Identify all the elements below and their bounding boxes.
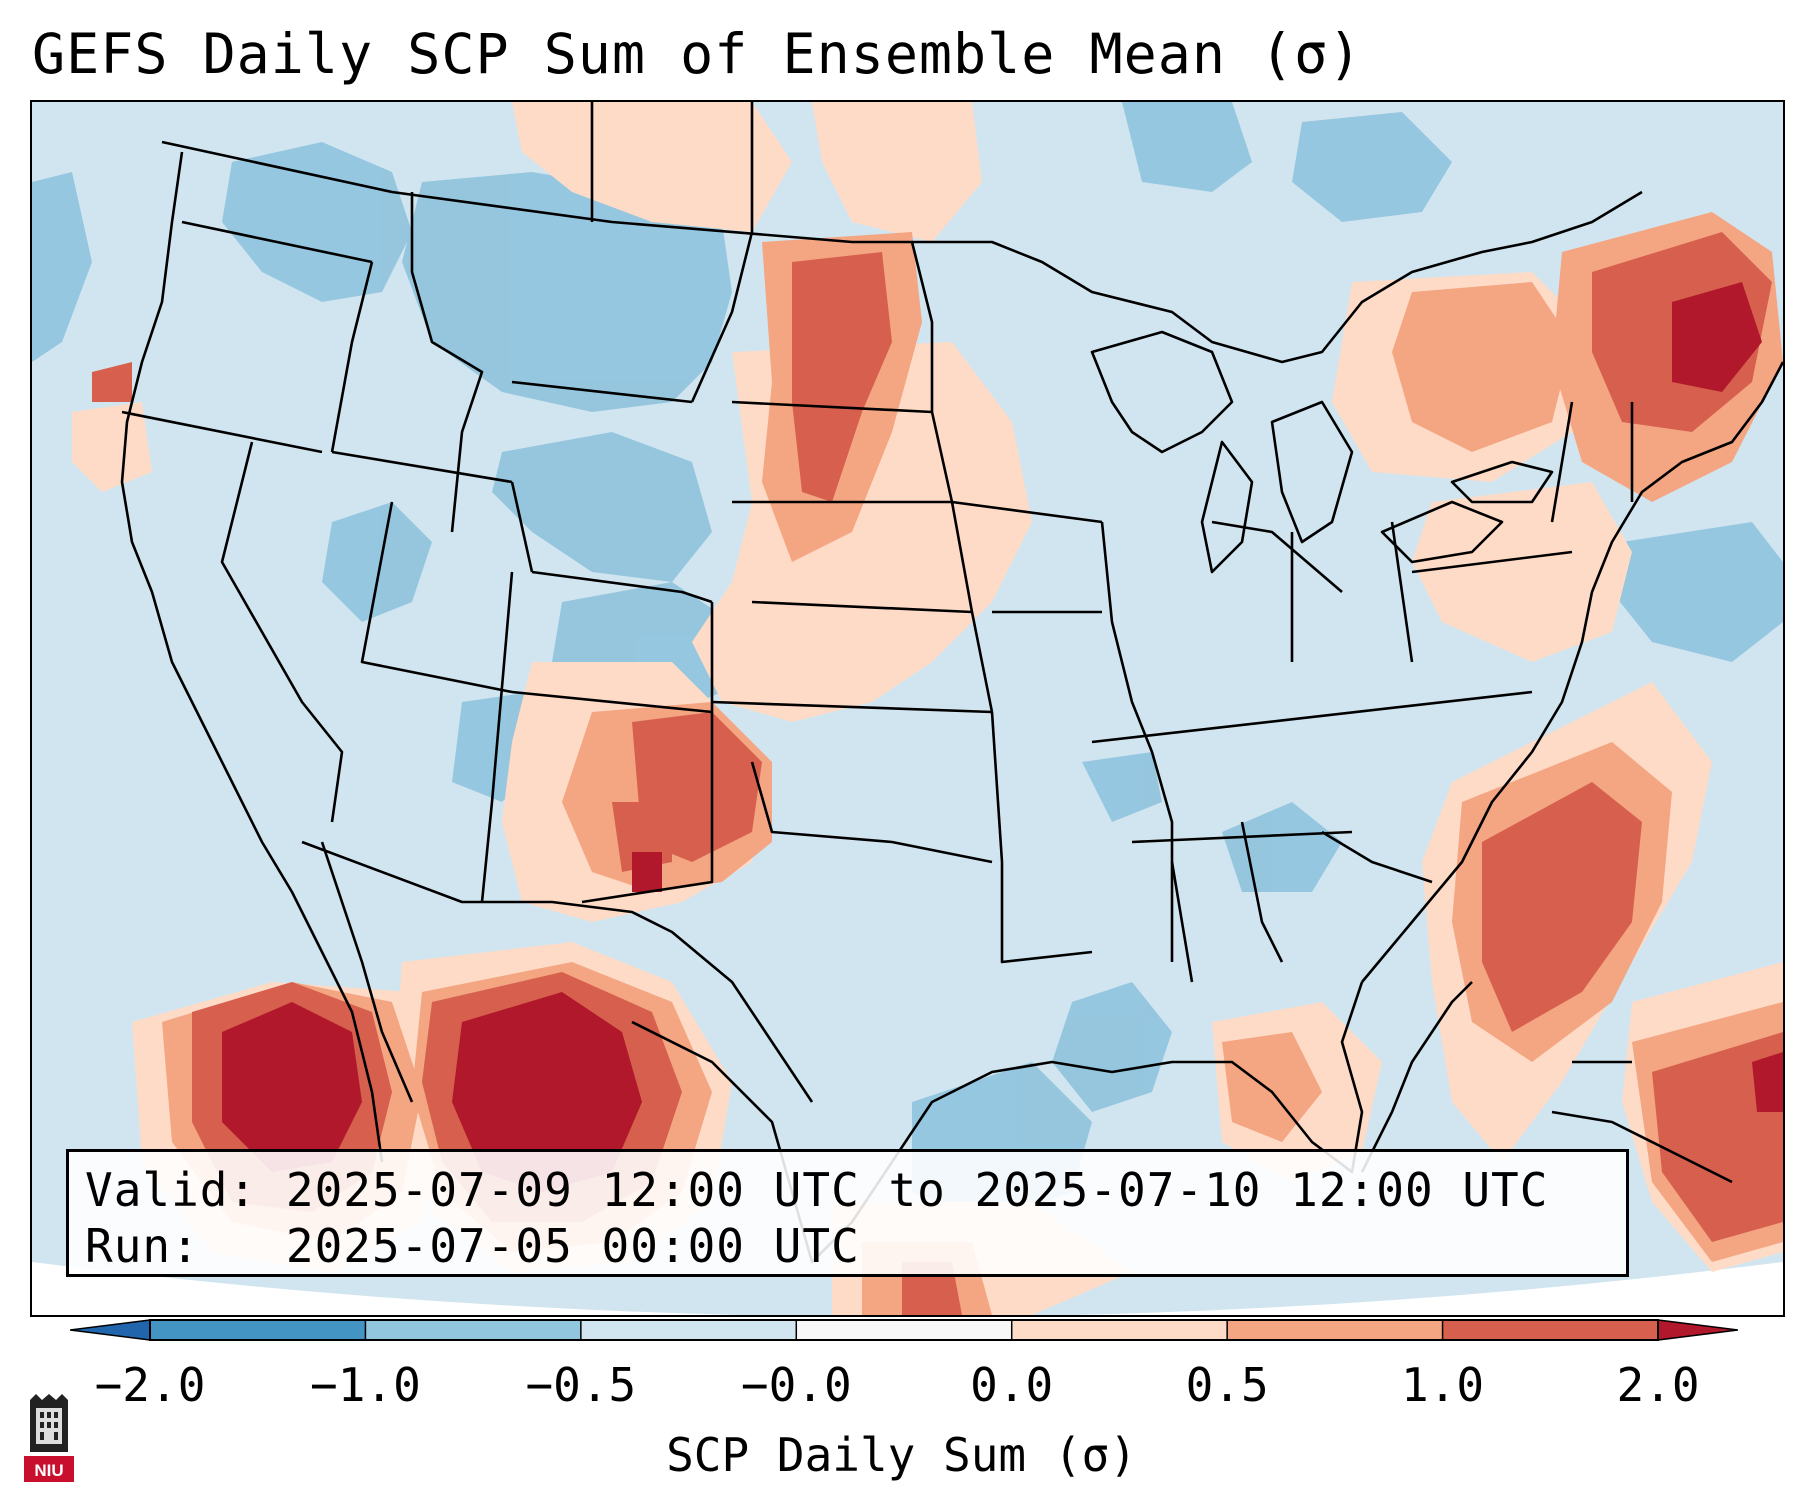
great-lakes xyxy=(1090,330,1234,454)
colorbar-tick-label: 0.0 xyxy=(970,1358,1054,1412)
map-panel xyxy=(30,100,1785,1317)
valid-label: Valid: xyxy=(85,1163,258,1217)
colorbar-segment xyxy=(796,1320,1013,1340)
colorbar-tick-label: −2.0 xyxy=(94,1358,206,1412)
canada-us-border xyxy=(161,140,1643,364)
colorbar-label: SCP Daily Sum (σ) xyxy=(666,1428,1137,1482)
colorbar-tick-label: −0.5 xyxy=(525,1358,637,1412)
mexico-border xyxy=(301,840,814,1103)
colorbar-tick-label: 1.0 xyxy=(1401,1358,1485,1412)
chart-title: GEFS Daily SCP Sum of Ensemble Mean (σ) xyxy=(32,22,1363,86)
pacific-coast xyxy=(120,151,384,1163)
peak-positive-regions xyxy=(222,282,1783,1192)
colorbar-segment xyxy=(1442,1320,1659,1340)
colorbar-tick-label: 0.5 xyxy=(1185,1358,1269,1412)
valid-period: 2025-07-09 12:00 UTC to 2025-07-10 12:00… xyxy=(285,1163,1549,1217)
colorbar-segment xyxy=(150,1320,366,1340)
baja-coast xyxy=(320,841,414,1103)
colorbar-tick-label: −1.0 xyxy=(310,1358,421,1412)
validity-info-box: Valid: 2025-07-09 12:00 UTC to 2025-07-1… xyxy=(66,1149,1629,1277)
run-label: Run: xyxy=(85,1219,200,1273)
colorbar-tick-label: −0.0 xyxy=(740,1358,852,1412)
colorbar-segment xyxy=(580,1320,797,1340)
caribbean-islands xyxy=(1551,1110,1733,1184)
colorbar xyxy=(70,1319,1738,1341)
colorbar-segment xyxy=(1227,1320,1444,1340)
colorbar-segments xyxy=(150,1320,1659,1340)
run-time: 2025-07-05 00:00 UTC xyxy=(285,1219,860,1273)
florida xyxy=(1360,981,1473,1173)
atlantic-coast xyxy=(1361,361,1783,983)
colorbar-segment xyxy=(1011,1320,1228,1340)
colorbar-over-arrow xyxy=(1657,1319,1738,1341)
colorbar-tick-label: 2.0 xyxy=(1616,1358,1700,1412)
scp-map xyxy=(32,102,1783,1315)
colorbar-segment xyxy=(365,1320,582,1340)
logo-text: NIU xyxy=(34,1461,63,1480)
niu-logo: NIU xyxy=(24,1394,74,1482)
colorbar-under-arrow xyxy=(70,1319,151,1341)
